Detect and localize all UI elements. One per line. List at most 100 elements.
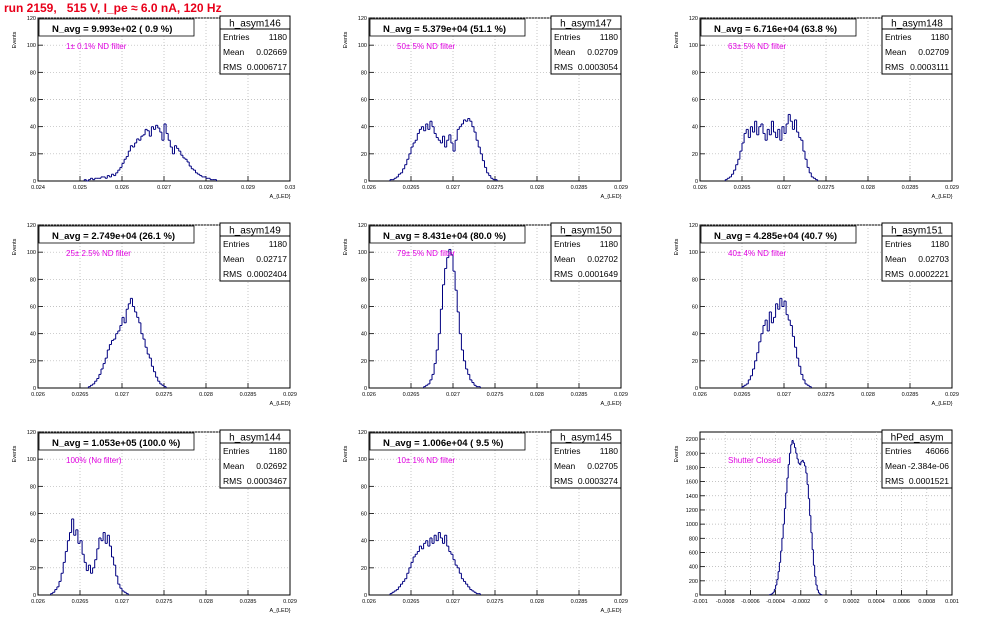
histogram-panel: 0.026 0.0265 0.027 0.0275 0.028 0.0285 0.029 0 2… bbox=[674, 222, 959, 407]
stats-label: RMS bbox=[223, 62, 242, 72]
stats-label: Mean bbox=[885, 254, 907, 264]
y-tick-label: 80 bbox=[30, 70, 36, 76]
histogram-name: h_asym144 bbox=[229, 433, 281, 444]
filter-annotation: 63± 5% ND filter bbox=[728, 42, 787, 51]
x-tick-label: -0.0006 bbox=[741, 599, 760, 605]
y-tick-label: 0 bbox=[695, 593, 698, 599]
x-tick-label: 0.0285 bbox=[571, 185, 588, 191]
histogram-name: h_asym147 bbox=[560, 19, 612, 30]
stats-label: Mean bbox=[223, 47, 245, 57]
y-tick-label: 60 bbox=[361, 98, 367, 104]
navg-label: N_avg = 4.285e+04 (40.7 %) bbox=[714, 231, 837, 242]
x-tick-label: 0.0285 bbox=[571, 392, 588, 398]
x-tick-label: 0.029 bbox=[614, 185, 628, 191]
x-tick-label: 0.027 bbox=[446, 392, 460, 398]
stats-box bbox=[219, 429, 291, 489]
y-tick-label: 100 bbox=[27, 250, 36, 256]
x-tick-label: 0.026 bbox=[693, 392, 707, 398]
y-tick-label: 60 bbox=[361, 512, 367, 518]
stats-value: 0.0006717 bbox=[247, 62, 287, 72]
stats-label: RMS bbox=[223, 476, 242, 486]
x-tick-label: 0.0275 bbox=[818, 185, 835, 191]
stats-value: 0.0003467 bbox=[247, 476, 287, 486]
y-tick-label: 120 bbox=[689, 223, 698, 229]
histogram-panel: 0.024 0.025 0.026 0.027 0.028 0.029 0.03 0 20 40 6… bbox=[12, 15, 295, 200]
filter-annotation: 40± 4% ND filter bbox=[728, 249, 787, 258]
y-tick-label: 40 bbox=[361, 539, 367, 545]
navg-label: N_avg = 1.006e+04 ( 9.5 %) bbox=[383, 438, 503, 449]
y-tick-label: 120 bbox=[358, 16, 367, 22]
x-tick-label: 0.028 bbox=[530, 599, 544, 605]
stats-label: Entries bbox=[885, 446, 911, 456]
x-tick-label: 0.028 bbox=[530, 392, 544, 398]
y-tick-label: 100 bbox=[27, 457, 36, 463]
histogram-panel: 0.026 0.0265 0.027 0.0275 0.028 0.0285 0.029 0 2… bbox=[12, 222, 297, 407]
histogram-name: h_asym150 bbox=[560, 226, 612, 237]
y-tick-label: 20 bbox=[30, 359, 36, 365]
x-tick-label: 0.028 bbox=[199, 392, 213, 398]
histogram-name: h_asym145 bbox=[560, 433, 612, 444]
y-tick-label: 60 bbox=[692, 98, 698, 104]
y-tick-label: 80 bbox=[692, 277, 698, 283]
x-tick-label: -0.0002 bbox=[791, 599, 810, 605]
filter-annotation: 79± 5% ND filter bbox=[397, 249, 456, 258]
y-tick-label: 40 bbox=[361, 332, 367, 338]
stats-box bbox=[881, 15, 953, 75]
stats-value: 1180 bbox=[931, 32, 950, 42]
stats-label: Entries bbox=[223, 446, 249, 456]
histogram-name: h_asym146 bbox=[229, 19, 281, 30]
filter-annotation: 50± 5% ND filter bbox=[397, 42, 456, 51]
x-tick-label: 0.0275 bbox=[156, 392, 173, 398]
navg-box bbox=[700, 225, 857, 244]
y-tick-label: 120 bbox=[27, 430, 36, 436]
y-tick-label: 60 bbox=[30, 98, 36, 104]
x-tick-label: 0.0285 bbox=[902, 185, 919, 191]
stats-value: 0.02703 bbox=[918, 254, 949, 264]
stats-value: 0.02669 bbox=[256, 47, 287, 57]
navg-box bbox=[369, 18, 526, 37]
x-axis-title: A_{LED} bbox=[600, 608, 621, 614]
navg-label: N_avg = 8.431e+04 (80.0 %) bbox=[383, 231, 506, 242]
x-tick-label: 0.029 bbox=[283, 599, 297, 605]
navg-label: N_avg = 6.716e+04 (63.8 %) bbox=[714, 24, 837, 35]
y-axis-title: Events bbox=[12, 445, 18, 462]
x-tick-label: 0.026 bbox=[362, 185, 376, 191]
x-tick-label: 0.0265 bbox=[403, 392, 420, 398]
y-tick-label: 1200 bbox=[686, 508, 698, 514]
histogram-name: hPed_asym bbox=[891, 433, 944, 444]
stats-label: Entries bbox=[554, 446, 580, 456]
stats-label: Entries bbox=[223, 239, 249, 249]
x-tick-label: 0.0265 bbox=[403, 185, 420, 191]
y-axis-title: Events bbox=[343, 31, 349, 48]
y-tick-label: 120 bbox=[689, 16, 698, 22]
stats-value: 1180 bbox=[600, 239, 619, 249]
stats-value: 0.02709 bbox=[918, 47, 949, 57]
stats-label: Mean bbox=[554, 47, 576, 57]
y-axis-title: Events bbox=[343, 238, 349, 255]
stats-value: 0.0001649 bbox=[578, 269, 618, 279]
y-axis-title: Events bbox=[674, 445, 680, 462]
y-tick-label: 120 bbox=[27, 16, 36, 22]
filter-annotation: 10± 1% ND filter bbox=[397, 456, 456, 465]
stats-box bbox=[881, 429, 953, 489]
stats-label: RMS bbox=[554, 62, 573, 72]
y-tick-label: 20 bbox=[361, 152, 367, 158]
y-tick-label: 80 bbox=[361, 484, 367, 490]
stats-box bbox=[219, 222, 291, 282]
x-tick-label: 0.026 bbox=[362, 599, 376, 605]
x-tick-label: 0.0004 bbox=[868, 599, 885, 605]
stats-label: Mean bbox=[885, 461, 907, 471]
x-tick-label: 0.0275 bbox=[487, 185, 504, 191]
y-tick-label: 60 bbox=[30, 512, 36, 518]
x-tick-label: 0.026 bbox=[115, 185, 129, 191]
histogram-name: h_asym149 bbox=[229, 226, 281, 237]
y-tick-label: 40 bbox=[30, 125, 36, 131]
x-tick-label: 0.029 bbox=[241, 185, 255, 191]
filter-annotation: 25± 2.5% ND filter bbox=[66, 249, 131, 258]
y-tick-label: 40 bbox=[692, 332, 698, 338]
stats-value: 0.0002404 bbox=[247, 269, 287, 279]
x-axis-title: A_{LED} bbox=[600, 401, 621, 407]
y-tick-label: 0 bbox=[364, 593, 367, 599]
y-axis-title: Events bbox=[343, 445, 349, 462]
y-tick-label: 0 bbox=[33, 593, 36, 599]
